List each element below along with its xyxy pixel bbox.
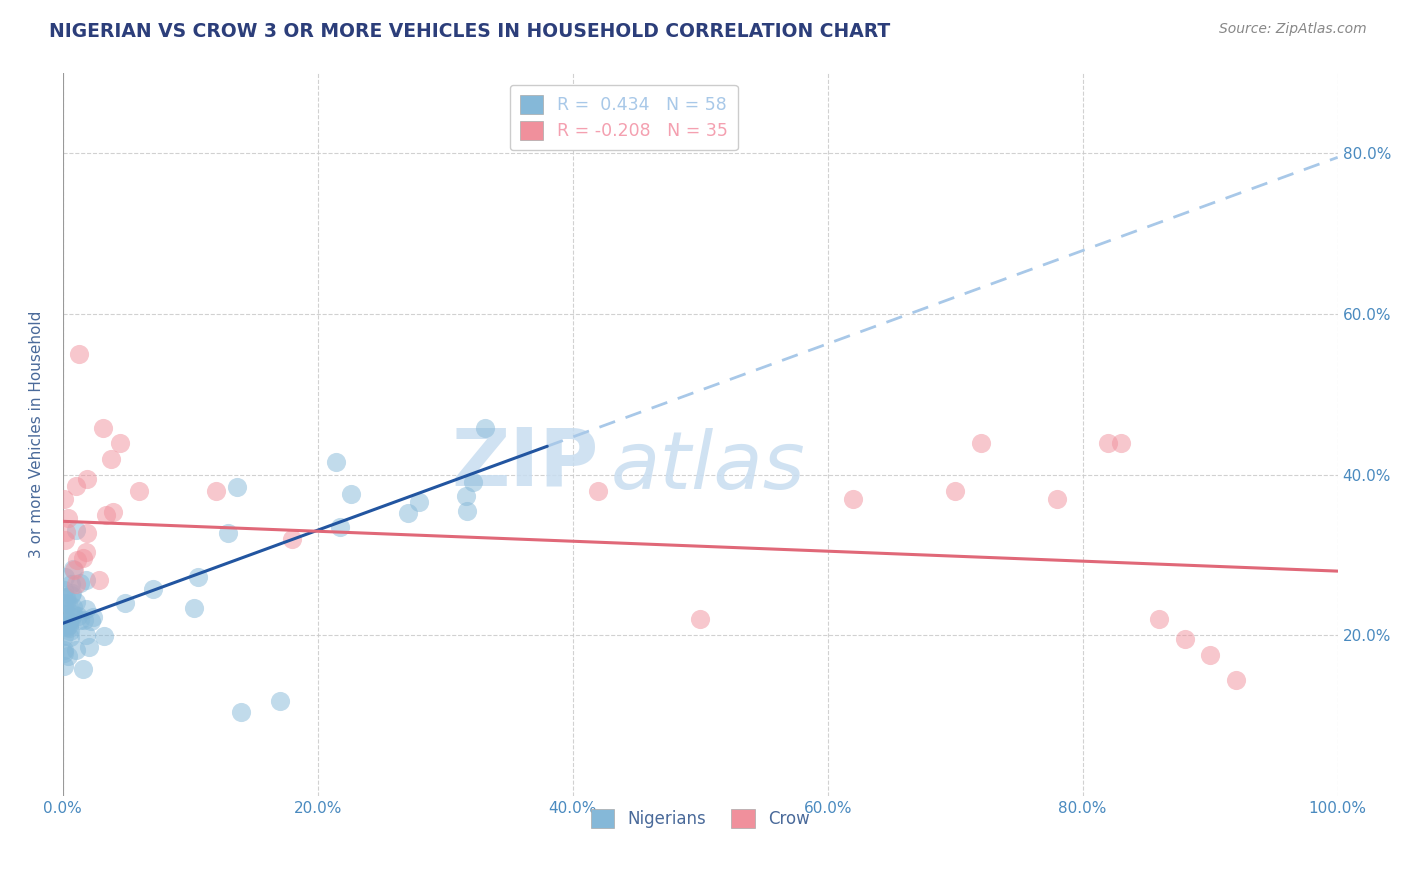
Point <box>1225 673 1247 687</box>
Y-axis label: 3 or more Vehicles in Household: 3 or more Vehicles in Household <box>30 310 44 558</box>
Point <box>108 435 131 450</box>
Point <box>53 533 76 548</box>
Point <box>970 435 993 450</box>
Point <box>59 577 82 591</box>
Point <box>91 421 114 435</box>
Point <box>65 643 87 657</box>
Point <box>454 489 477 503</box>
Point <box>55 618 77 632</box>
Point <box>62 562 84 576</box>
Point <box>59 624 82 639</box>
Point <box>56 511 79 525</box>
Point <box>72 662 94 676</box>
Text: ZIP: ZIP <box>451 425 598 502</box>
Point <box>60 589 83 603</box>
Point <box>65 594 87 608</box>
Point <box>65 577 87 591</box>
Point <box>103 505 125 519</box>
Point <box>87 573 110 587</box>
Text: Source: ZipAtlas.com: Source: ZipAtlas.com <box>1219 22 1367 37</box>
Point <box>325 455 347 469</box>
Point <box>66 608 89 623</box>
Point <box>69 613 91 627</box>
Point <box>69 576 91 591</box>
Point <box>114 596 136 610</box>
Point <box>183 600 205 615</box>
Point <box>396 506 419 520</box>
Point <box>204 483 226 498</box>
Point <box>53 642 76 657</box>
Point <box>1199 648 1222 663</box>
Point <box>1046 491 1069 506</box>
Point <box>269 694 291 708</box>
Point <box>75 545 97 559</box>
Point <box>463 475 485 489</box>
Point <box>408 494 430 508</box>
Point <box>80 614 103 628</box>
Point <box>142 582 165 596</box>
Point <box>226 480 249 494</box>
Point <box>474 421 496 435</box>
Point <box>76 472 98 486</box>
Point <box>55 590 77 604</box>
Point <box>75 573 97 587</box>
Point <box>56 620 79 634</box>
Point <box>72 613 94 627</box>
Point <box>231 705 253 719</box>
Point <box>82 610 104 624</box>
Point <box>53 658 76 673</box>
Point <box>63 564 86 578</box>
Point <box>58 614 80 628</box>
Text: NIGERIAN VS CROW 3 OR MORE VEHICLES IN HOUSEHOLD CORRELATION CHART: NIGERIAN VS CROW 3 OR MORE VEHICLES IN H… <box>49 22 890 41</box>
Point <box>67 347 90 361</box>
Text: atlas: atlas <box>612 428 806 506</box>
Point <box>53 646 76 660</box>
Point <box>689 612 711 626</box>
Point <box>55 597 77 611</box>
Point <box>65 479 87 493</box>
Point <box>1174 632 1197 647</box>
Point <box>53 607 76 621</box>
Point <box>62 607 84 621</box>
Point <box>75 602 97 616</box>
Point <box>1097 435 1119 450</box>
Point <box>1147 612 1170 626</box>
Point <box>55 524 77 539</box>
Point <box>329 520 352 534</box>
Point <box>53 570 76 584</box>
Point <box>217 526 239 541</box>
Point <box>56 596 79 610</box>
Point <box>1109 435 1132 450</box>
Point <box>340 487 363 501</box>
Point <box>53 582 76 597</box>
Legend: Nigerians, Crow: Nigerians, Crow <box>583 802 817 835</box>
Point <box>62 599 84 614</box>
Point <box>76 526 98 541</box>
Point <box>53 492 76 507</box>
Point <box>842 491 865 506</box>
Point <box>65 523 87 537</box>
Point <box>281 532 304 546</box>
Point <box>943 483 966 498</box>
Point <box>58 618 80 632</box>
Point <box>94 508 117 522</box>
Point <box>187 570 209 584</box>
Point <box>53 600 76 615</box>
Point <box>93 629 115 643</box>
Point <box>72 551 94 566</box>
Point <box>100 451 122 466</box>
Point <box>66 553 89 567</box>
Point <box>60 586 83 600</box>
Point <box>128 483 150 498</box>
Point <box>59 630 82 644</box>
Point <box>586 483 609 498</box>
Point <box>60 609 83 624</box>
Point <box>58 648 80 663</box>
Point <box>77 640 100 655</box>
Point <box>58 621 80 635</box>
Point <box>75 627 97 641</box>
Point <box>456 504 478 518</box>
Point <box>53 629 76 643</box>
